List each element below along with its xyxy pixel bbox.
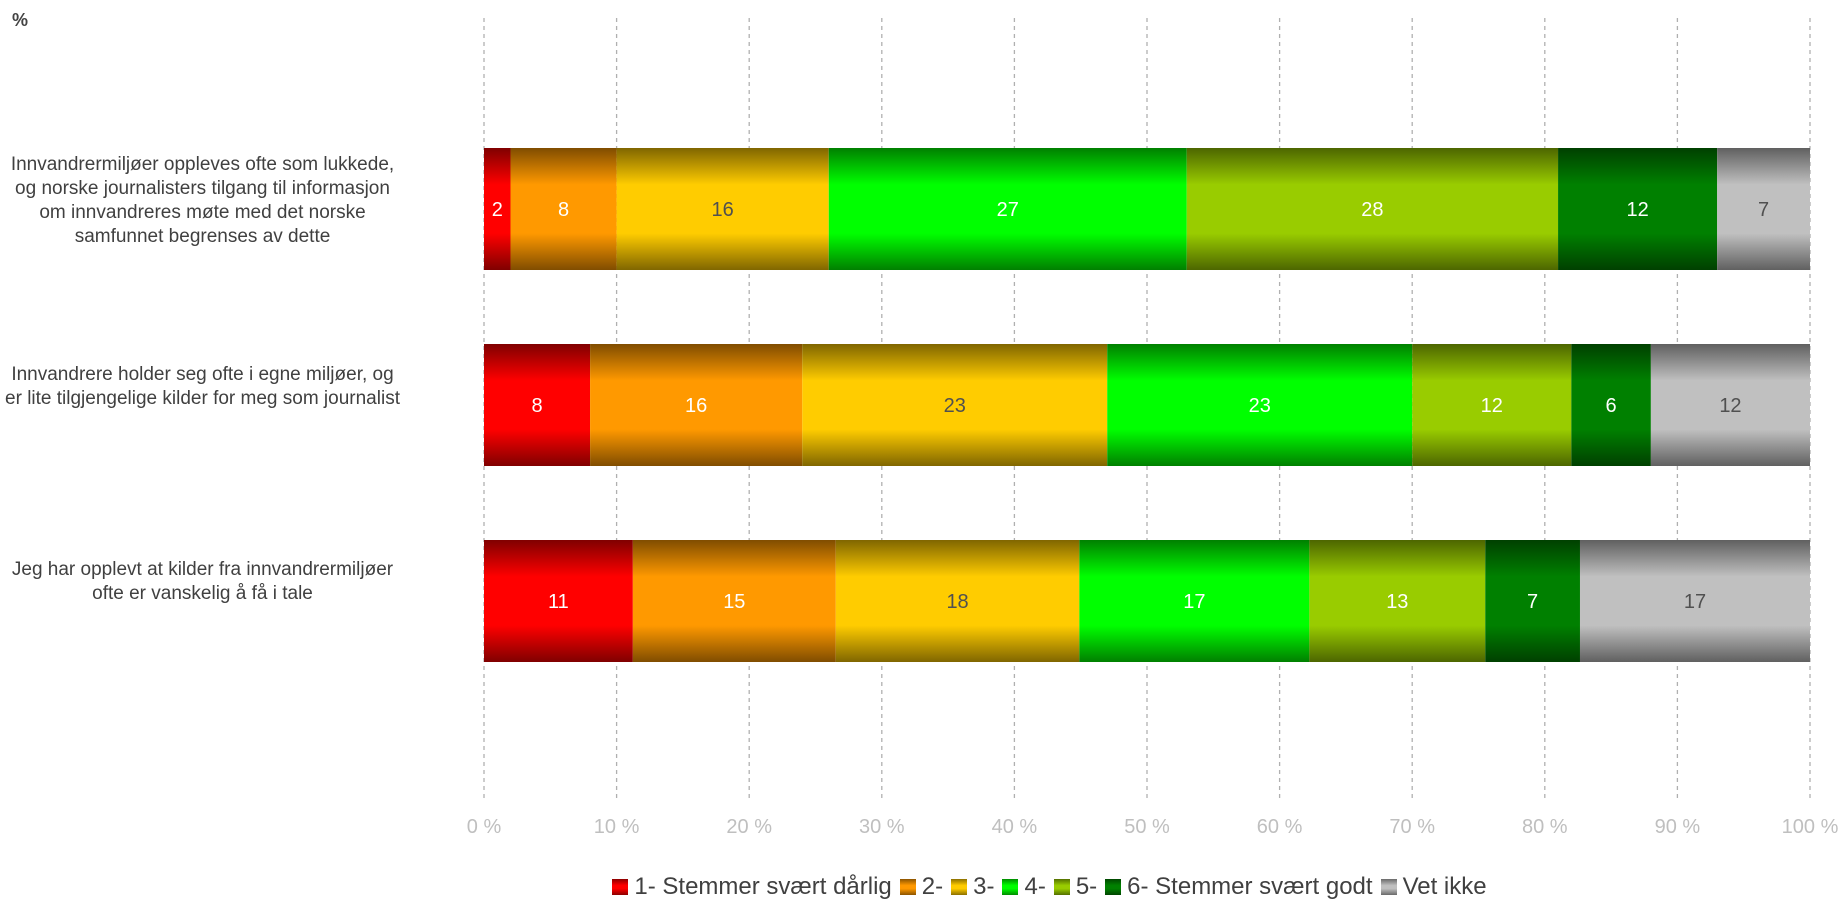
bar-segment xyxy=(802,344,1108,466)
x-axis-ticks: 0 % 10 % 20 % 30 % 40 % 50 % 60 % 70 % 80 % 90 % 1… xyxy=(467,816,1839,838)
x-tick-label: 0 % xyxy=(467,816,502,838)
data-label: 7 xyxy=(1758,199,1769,221)
bar-segment xyxy=(1558,148,1718,270)
bar-segment xyxy=(1579,540,1810,662)
category-label: Jeg har opplevt at kilder fra innvandrer… xyxy=(11,559,394,604)
bar-segment xyxy=(632,540,836,662)
bar-segment xyxy=(835,540,1080,662)
legend-label: 1- Stemmer svært dårlig xyxy=(634,873,892,900)
bar-segment xyxy=(1107,344,1413,466)
bar-segment xyxy=(1309,540,1486,662)
data-label: 15 xyxy=(723,591,745,613)
legend-item: 3- xyxy=(951,873,994,901)
bar-segment xyxy=(1412,344,1572,466)
data-label: 11 xyxy=(548,591,569,613)
category-label: Innvandrermiljøer oppleves ofte som lukk… xyxy=(10,154,395,247)
legend-swatch xyxy=(1002,879,1019,895)
data-label: 2 xyxy=(492,199,503,221)
x-tick-label: 10 % xyxy=(594,816,640,838)
x-tick-label: 90 % xyxy=(1655,816,1701,838)
legend-swatch xyxy=(951,879,968,895)
data-label: 8 xyxy=(531,395,542,417)
legend: 1- Stemmer svært dårlig 2- 3- 4- 5- 6- Stemme… xyxy=(0,872,1847,902)
legend-label: Vet ikke xyxy=(1402,873,1487,900)
legend-label: 2- xyxy=(921,873,944,900)
bar-segment xyxy=(1571,344,1651,466)
legend-item: Vet ikke xyxy=(1380,873,1487,901)
bar-segment xyxy=(1485,540,1580,662)
data-label: 13 xyxy=(1386,591,1408,613)
data-label: 23 xyxy=(944,395,966,417)
data-label: 18 xyxy=(946,591,968,613)
legend-item: 6- Stemmer svært godt xyxy=(1105,873,1373,901)
legend-label: 5- xyxy=(1075,873,1098,900)
data-label: 16 xyxy=(685,395,707,417)
legend-item: 2- xyxy=(899,873,944,901)
legend-label: 3- xyxy=(973,873,995,900)
x-tick-label: 70 % xyxy=(1389,816,1435,838)
x-tick-label: 40 % xyxy=(992,816,1038,838)
data-label: 12 xyxy=(1481,395,1503,417)
legend-swatch xyxy=(1053,879,1070,895)
legend-label: 6- Stemmer svært godt xyxy=(1127,873,1373,900)
x-tick-label: 100 % xyxy=(1782,816,1839,838)
data-label: 7 xyxy=(1527,591,1538,613)
data-label: 16 xyxy=(712,199,734,221)
data-label: 23 xyxy=(1249,395,1271,417)
bar-segment xyxy=(484,148,511,270)
data-label: 12 xyxy=(1626,199,1648,221)
legend-swatch xyxy=(1380,879,1397,895)
bar-segment xyxy=(510,148,617,270)
x-tick-label: 20 % xyxy=(726,816,772,838)
legend-swatch xyxy=(612,879,629,895)
x-tick-label: 30 % xyxy=(859,816,905,838)
bars xyxy=(484,148,1810,662)
legend-item: 1- Stemmer svært dårlig xyxy=(612,873,892,901)
bar-segment xyxy=(616,148,829,270)
x-tick-label: 80 % xyxy=(1522,816,1568,838)
legend-swatch xyxy=(1105,879,1122,895)
data-label: 8 xyxy=(558,199,569,221)
x-tick-label: 50 % xyxy=(1124,816,1170,838)
data-label: 12 xyxy=(1719,395,1741,417)
bar-segment xyxy=(1650,344,1810,466)
bar-segment xyxy=(1186,148,1559,270)
data-label: 27 xyxy=(997,199,1019,221)
unit-label: % xyxy=(12,10,29,30)
bar-segment xyxy=(484,344,591,466)
data-label: 28 xyxy=(1361,199,1383,221)
category-label: Innvandrere holder seg ofte i egne miljø… xyxy=(5,364,400,409)
legend-item: 5- xyxy=(1053,873,1098,901)
bar-segment xyxy=(1079,540,1310,662)
data-label: 6 xyxy=(1606,395,1617,417)
data-label: 17 xyxy=(1183,591,1205,613)
bar-segment xyxy=(1717,148,1810,270)
x-tick-label: 60 % xyxy=(1257,816,1303,838)
bar-segment xyxy=(484,540,633,662)
data-label: 17 xyxy=(1684,591,1706,613)
bar-segment xyxy=(828,148,1187,270)
legend-item: 4- xyxy=(1002,873,1046,901)
legend-swatch xyxy=(899,879,916,895)
legend-label: 4- xyxy=(1024,873,1046,900)
bar-segment xyxy=(590,344,803,466)
